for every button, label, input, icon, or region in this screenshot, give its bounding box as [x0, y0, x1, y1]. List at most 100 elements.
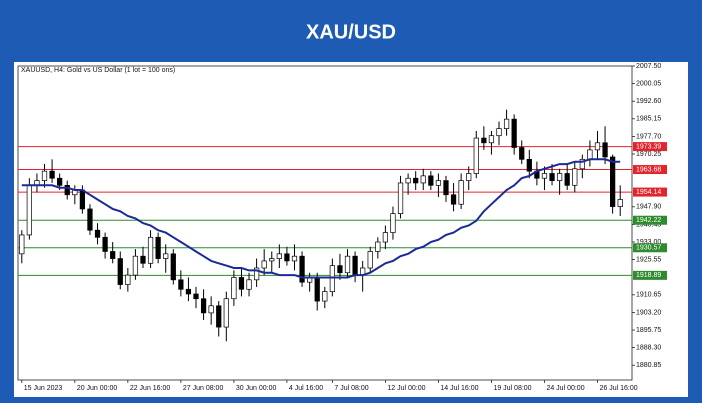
candle-body	[466, 173, 472, 181]
level-label: 1942.22	[636, 217, 661, 224]
candle-body	[503, 118, 510, 129]
candle-body	[253, 267, 260, 281]
y-tick-label: 1910.65	[636, 292, 661, 299]
level-label: 1918.89	[636, 272, 661, 279]
candle-body	[617, 199, 623, 207]
candle-body	[587, 149, 593, 160]
candle-body	[329, 265, 335, 292]
candle-body	[87, 208, 93, 231]
candle-body	[94, 229, 101, 238]
candle-body	[511, 118, 517, 148]
candle-body	[269, 258, 275, 262]
y-tick-label: 2007.50	[636, 63, 661, 70]
candle-body	[200, 298, 207, 314]
x-tick-label: 14 Jul 16:00	[440, 385, 478, 392]
level-label: 1963.68	[636, 166, 661, 173]
candle-body	[337, 265, 343, 274]
y-tick-label: 1947.90	[636, 204, 661, 211]
y-tick-label: 1903.20	[636, 309, 661, 316]
candle-body	[193, 293, 199, 300]
y-tick-label: 1933.00	[636, 239, 661, 246]
candle-body	[314, 277, 320, 302]
chart-subtitle: XAUUSD, H4: Gold vs US Dollar (1 lot = 1…	[21, 67, 175, 74]
candle-body	[223, 298, 229, 328]
candle-body	[473, 137, 479, 174]
y-tick-label: 1895.75	[636, 327, 661, 334]
candle-body	[170, 253, 176, 281]
x-tick-label: 7 Jul 08:00	[334, 385, 368, 392]
candle-body	[208, 305, 214, 314]
candle-body	[458, 180, 464, 205]
moving-average	[21, 158, 621, 279]
level-label-box	[633, 270, 667, 280]
x-tick-label: 30 Jun 00:00	[236, 385, 277, 392]
candle-body	[397, 182, 404, 215]
y-tick-label: 1977.70	[636, 133, 661, 140]
x-tick-label: 12 Jul 00:00	[387, 385, 425, 392]
y-tick-label: 1940.45	[636, 221, 661, 228]
candle-body	[125, 274, 131, 285]
candle-body	[246, 279, 252, 290]
y-tick-label: 1970.25	[636, 151, 661, 158]
candle-body	[610, 156, 616, 207]
candle-body	[276, 253, 282, 259]
candle-body	[102, 236, 108, 252]
candle-body	[231, 277, 237, 300]
candle-body	[564, 173, 570, 186]
x-tick-label: 20 Jun 00:00	[77, 385, 118, 392]
candle-body	[428, 175, 434, 186]
candle-body	[602, 142, 608, 158]
candle-body	[594, 142, 601, 151]
y-tick-label: 2000.05	[636, 80, 661, 87]
candle-body	[519, 147, 525, 160]
candle-body	[140, 255, 146, 264]
candle-body	[64, 184, 70, 196]
candle-body	[238, 277, 245, 290]
x-tick-label: 27 Jun 08:00	[183, 385, 224, 392]
candle-body	[163, 253, 169, 259]
chart-panel	[14, 62, 688, 397]
candle-body	[541, 173, 548, 179]
candle-body	[41, 170, 48, 181]
candle-body	[556, 173, 563, 181]
candle-body	[79, 189, 86, 210]
candle-body	[117, 258, 123, 285]
candle-body	[19, 234, 25, 255]
candle-body	[549, 173, 555, 181]
y-tick-label: 1985.15	[636, 116, 661, 123]
candle-body	[147, 236, 154, 264]
candle-body	[579, 158, 585, 170]
candle-body	[481, 137, 487, 144]
y-tick-label: 1992.60	[636, 98, 661, 105]
candle-body	[352, 255, 358, 276]
candle-body	[413, 177, 419, 184]
candle-body	[261, 260, 267, 269]
x-tick-label: 26 Jul 16:00	[599, 385, 637, 392]
candle-body	[375, 241, 381, 252]
candle-body	[49, 170, 55, 179]
y-tick-label: 1925.55	[636, 256, 661, 263]
x-tick-label: 4 Jul 16:00	[289, 385, 323, 392]
candle-body	[216, 305, 222, 328]
candle-body	[443, 180, 449, 196]
candle-body	[435, 180, 442, 186]
level-label: 1973.39	[636, 143, 661, 150]
candle-body	[382, 232, 389, 243]
page-title: XAU/USD	[306, 21, 396, 43]
candle-body	[26, 184, 32, 236]
candle-body	[299, 255, 305, 283]
candle-body	[488, 135, 495, 144]
candle-body	[450, 194, 457, 205]
level-label: 1930.57	[636, 245, 661, 252]
candle-body	[526, 158, 532, 172]
y-tick-label: 1888.30	[636, 344, 661, 351]
candle-body	[57, 177, 63, 186]
candle-body	[284, 253, 290, 262]
candle-body	[344, 255, 351, 274]
level-label-box	[633, 243, 667, 253]
level-label-box	[633, 165, 667, 175]
x-tick-label: 15 Jun 2023	[24, 385, 63, 392]
candle-body	[132, 255, 139, 276]
level-label-box	[633, 142, 667, 152]
